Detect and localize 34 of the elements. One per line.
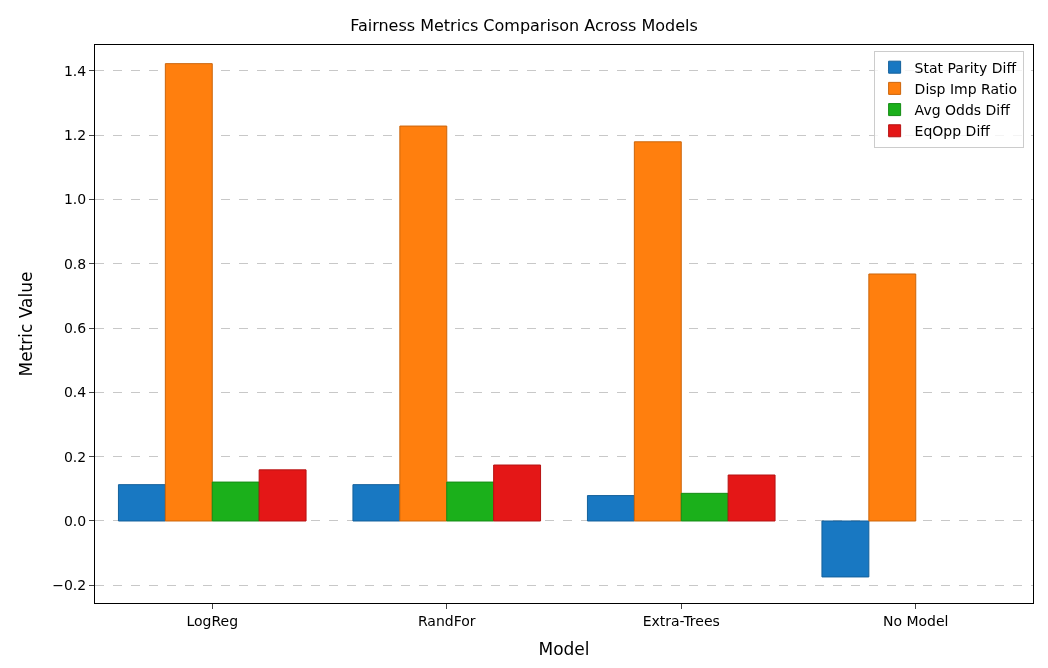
bar	[399, 125, 448, 522]
bar	[258, 469, 307, 522]
y-tick-label: −0.2	[52, 577, 87, 594]
bar	[446, 481, 495, 522]
bar	[821, 520, 870, 578]
bar	[117, 484, 166, 522]
bar	[633, 141, 682, 522]
y-tick-label: 0.0	[63, 512, 87, 529]
bar	[727, 474, 776, 522]
y-tick-label: 1.0	[63, 191, 87, 208]
y-tick-label: 0.4	[63, 384, 87, 401]
x-axis-title: Model	[538, 639, 590, 660]
y-tick-label: 0.6	[63, 319, 87, 336]
x-tick-label: LogReg	[186, 612, 239, 629]
bar	[493, 464, 542, 522]
bar	[164, 63, 213, 522]
bar	[211, 481, 260, 522]
legend-label: Disp Imp Ratio	[914, 80, 1017, 97]
y-tick-label: 1.2	[63, 126, 87, 143]
x-tick-label: Extra-Trees	[642, 612, 720, 629]
x-tick-label: RandFor	[417, 612, 476, 629]
y-tick-label: 1.4	[63, 62, 87, 79]
y-axis-title: Metric Value	[15, 271, 36, 377]
legend-label: Stat Parity Diff	[914, 59, 1017, 76]
legend-label: EqOpp Diff	[914, 123, 991, 140]
bar	[868, 273, 917, 522]
y-tick-label: 0.2	[63, 448, 87, 465]
x-tick-label: No Model	[882, 612, 949, 629]
chart-title: Fairness Metrics Comparison Across Models	[350, 16, 698, 36]
bar	[352, 484, 401, 522]
bar	[586, 495, 635, 522]
bar	[680, 492, 729, 522]
y-tick-label: 0.8	[63, 255, 87, 272]
legend-label: Avg Odds Diff	[914, 102, 1011, 119]
